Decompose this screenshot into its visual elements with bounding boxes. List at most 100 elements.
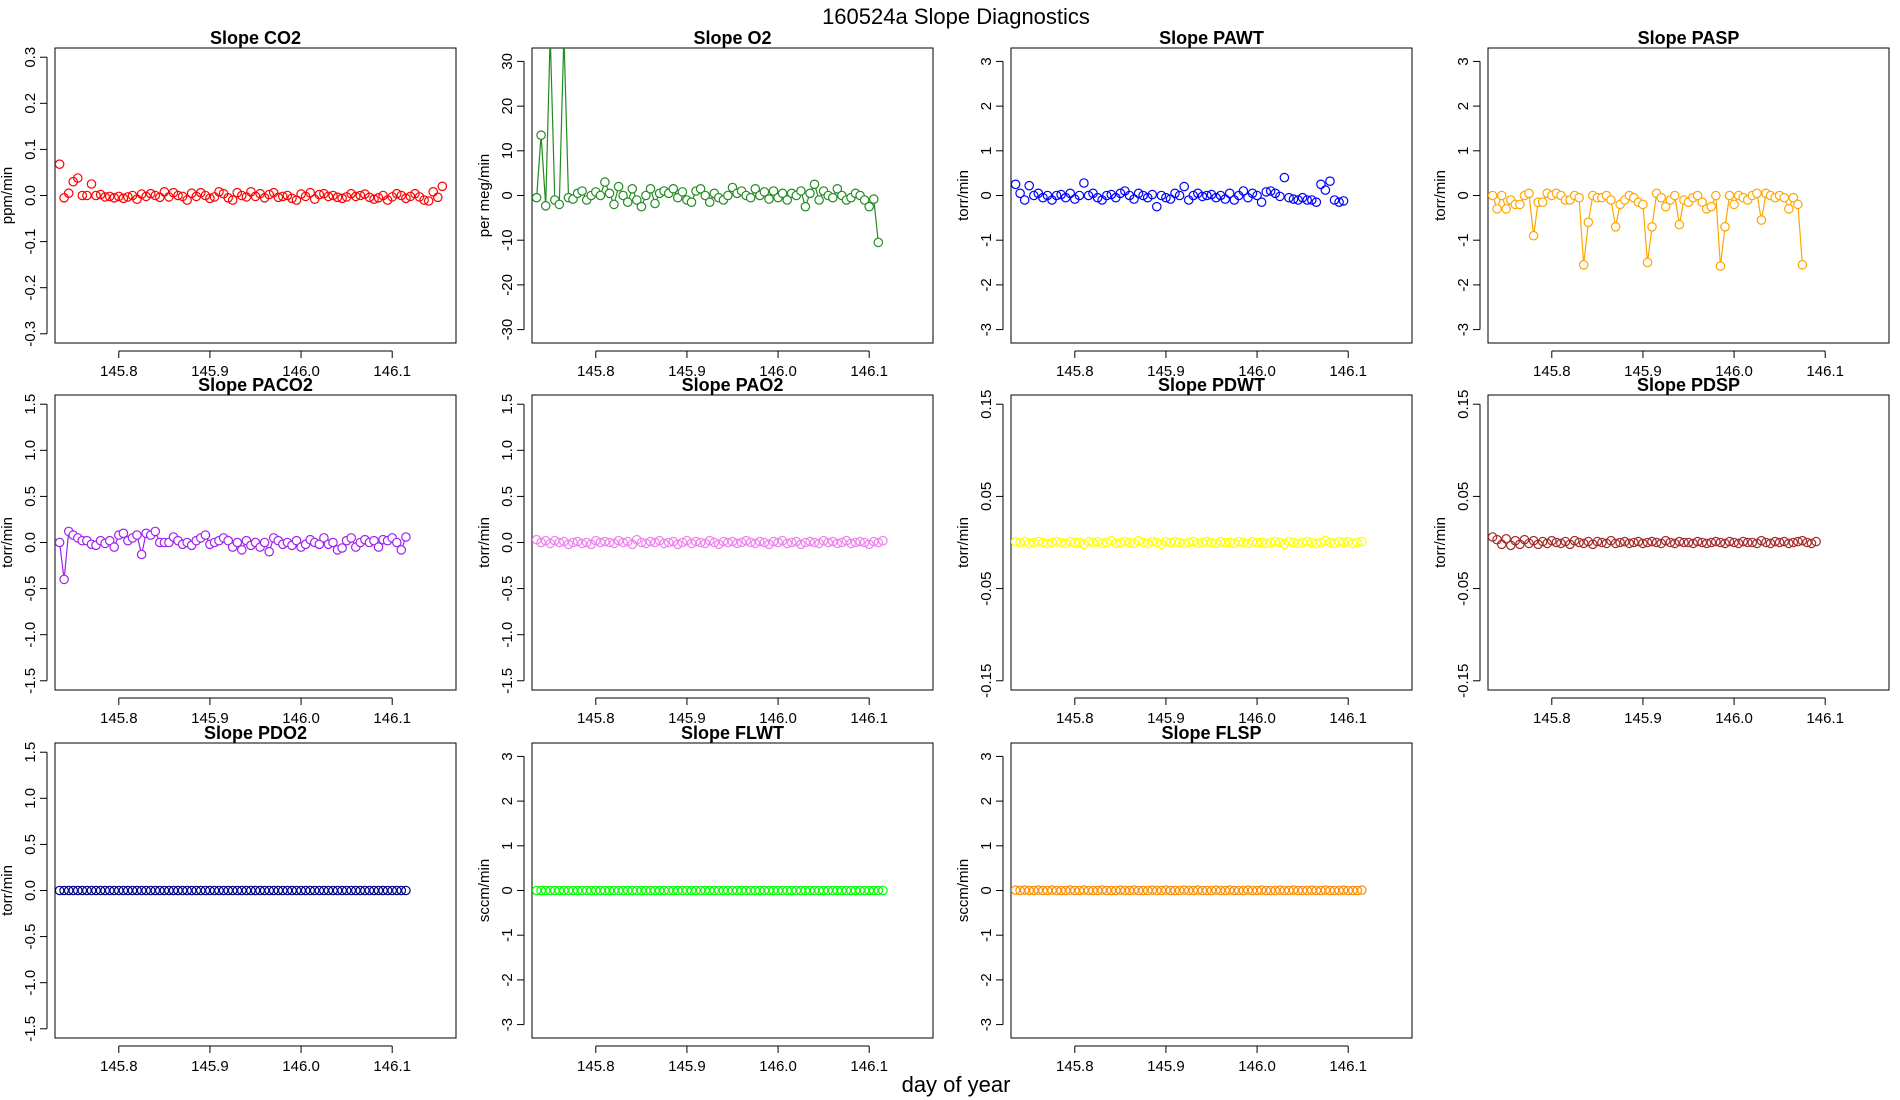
series-group [1011, 172, 1349, 212]
data-point [1638, 538, 1648, 549]
data-point [1097, 885, 1107, 895]
data-point [1270, 885, 1281, 896]
data-point [618, 190, 628, 201]
data-point [159, 885, 170, 896]
data-point [1334, 197, 1344, 207]
y-tick-label: -3 [978, 1018, 995, 1031]
data-point [1806, 538, 1817, 549]
data-point [868, 194, 879, 204]
y-tick-label: 20 [499, 98, 516, 115]
data-point [209, 192, 220, 202]
data-point [568, 885, 578, 896]
data-point [1238, 186, 1249, 196]
data-point [1501, 204, 1511, 214]
data-point [1697, 197, 1707, 207]
data-point [341, 885, 352, 896]
data-point [77, 885, 88, 896]
data-point [177, 885, 188, 896]
data-point [1674, 219, 1685, 230]
data-point [1188, 190, 1199, 201]
data-point [1496, 539, 1507, 550]
data-point [1583, 217, 1594, 228]
data-point [663, 885, 674, 896]
y-tick-label: 0.0 [499, 532, 516, 553]
data-point [123, 885, 133, 896]
data-point [1647, 222, 1657, 232]
data-point [759, 885, 770, 896]
series-group [1488, 188, 1808, 271]
data-point [718, 885, 729, 896]
data-point [1524, 538, 1534, 549]
data-point [1129, 194, 1139, 204]
y-tick-label: -0.1 [22, 229, 39, 255]
panel-title: Slope PDO2 [204, 723, 307, 743]
data-point [1297, 885, 1308, 896]
data-point [595, 537, 606, 548]
data-point [595, 885, 606, 896]
data-point [1279, 885, 1290, 896]
data-point [563, 539, 574, 550]
x-tick-label: 146.0 [759, 363, 797, 380]
data-point [864, 539, 874, 550]
data-point [805, 188, 815, 199]
data-point [636, 201, 647, 212]
data-point [241, 885, 252, 896]
data-point [1670, 538, 1680, 549]
data-point [1256, 197, 1267, 207]
data-point [1711, 536, 1721, 547]
y-axis-label: torr/min [1432, 517, 1449, 568]
data-point [1133, 535, 1144, 546]
data-point [1784, 204, 1794, 214]
data-point [1124, 885, 1135, 896]
x-tick-label: 146.1 [1806, 363, 1844, 380]
data-point [291, 195, 302, 205]
data-point [391, 537, 402, 548]
data-point [782, 885, 792, 896]
data-point [1265, 885, 1276, 896]
data-point [736, 537, 747, 548]
data-point [1224, 188, 1235, 199]
data-point [796, 539, 806, 550]
data-point [223, 535, 233, 546]
data-point [1265, 537, 1276, 548]
data-point [581, 885, 592, 896]
data-point [246, 885, 256, 896]
y-tick-label: -0.15 [978, 664, 995, 698]
data-point [73, 173, 83, 183]
data-point [1316, 537, 1326, 548]
data-point [1183, 537, 1194, 548]
data-point [549, 885, 560, 896]
data-point [200, 530, 211, 540]
data-point [1774, 537, 1785, 548]
data-point [636, 885, 647, 896]
data-point [841, 535, 852, 546]
data-point [1047, 537, 1057, 548]
data-point [677, 885, 688, 896]
data-point [754, 885, 765, 896]
y-tick-label: -0.05 [978, 571, 995, 605]
data-point [1284, 885, 1294, 896]
data-point [1642, 537, 1653, 548]
y-axis-label: torr/min [1432, 170, 1449, 221]
data-point [1060, 885, 1071, 896]
data-point [695, 184, 706, 194]
panel-title: Slope PASP [1638, 28, 1740, 48]
data-point [1265, 186, 1276, 196]
data-point [1101, 190, 1112, 201]
data-point [1793, 199, 1803, 210]
x-tick-label: 146.0 [282, 363, 320, 380]
figure-xlabel: day of year [902, 1072, 1011, 1097]
data-point [1188, 885, 1199, 896]
data-point [1243, 538, 1253, 549]
data-point [768, 186, 779, 196]
plot-frame [54, 47, 457, 344]
data-point [1574, 537, 1584, 548]
data-point [1188, 536, 1199, 547]
data-point [800, 885, 811, 896]
data-point [1038, 192, 1048, 203]
data-point [1056, 537, 1066, 548]
data-point [800, 201, 811, 212]
data-point [554, 199, 565, 210]
data-point [1202, 885, 1212, 896]
data-point [1619, 536, 1630, 547]
